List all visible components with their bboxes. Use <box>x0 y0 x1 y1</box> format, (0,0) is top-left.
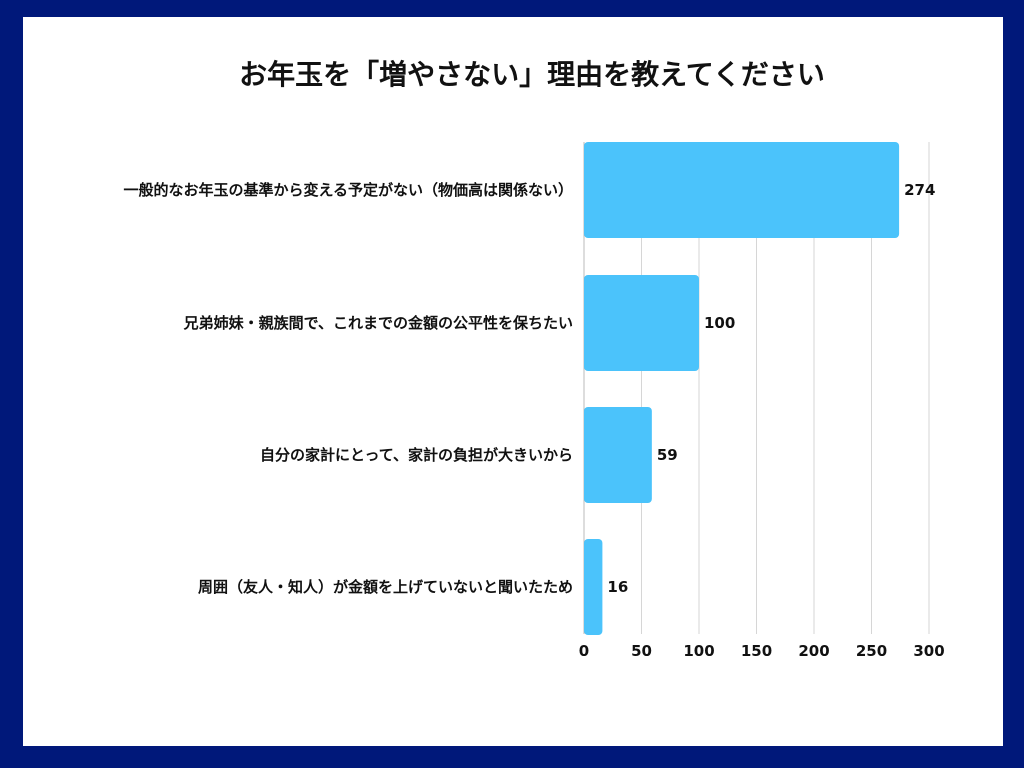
x-tick-label: 150 <box>741 642 772 660</box>
category-labels: 一般的なお年玉の基準から変える予定がない（物価高は関係ない） 兄弟姉妹・親族間で、… <box>123 181 573 596</box>
bar <box>584 142 900 238</box>
category-label: 周囲（友人・知人）が金額を上げていないと聞いたため <box>198 578 573 596</box>
x-tick-label: 100 <box>683 642 714 660</box>
category-label: 自分の家計にとって、家計の負担が大きいから <box>260 446 573 464</box>
bar <box>584 539 603 635</box>
value-label: 100 <box>704 314 735 332</box>
bar <box>584 275 699 371</box>
chart-title: お年玉を「増やさない」理由を教えてください <box>239 58 825 91</box>
x-tick-label: 250 <box>856 642 887 660</box>
x-tick-label: 300 <box>913 642 944 660</box>
value-label: 16 <box>607 578 628 596</box>
value-labels: 274 100 59 16 <box>607 181 935 596</box>
bars <box>584 142 900 635</box>
value-label: 59 <box>657 446 678 464</box>
value-label: 274 <box>904 181 935 199</box>
x-tick-label: 50 <box>631 642 652 660</box>
bar <box>584 407 652 503</box>
x-tick-labels: 0 50 100 150 200 250 300 <box>579 642 945 660</box>
chart-card <box>23 17 1003 746</box>
x-tick-label: 200 <box>798 642 829 660</box>
x-tick-label: 0 <box>579 642 589 660</box>
category-label: 兄弟姉妹・親族間で、これまでの金額の公平性を保ちたい <box>183 314 573 332</box>
category-label: 一般的なお年玉の基準から変える予定がない（物価高は関係ない） <box>123 181 573 199</box>
